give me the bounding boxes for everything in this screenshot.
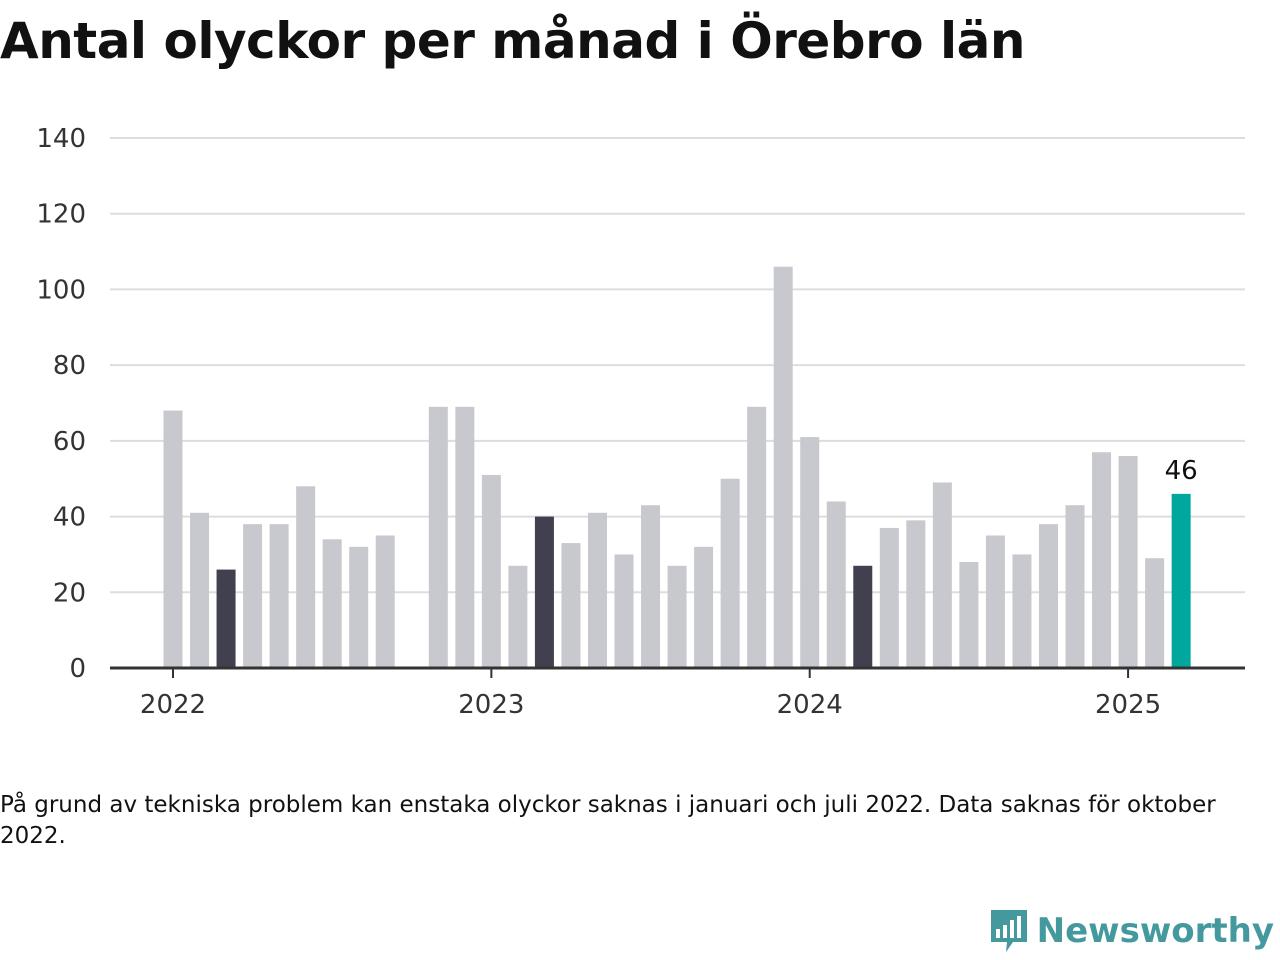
y-tick-label: 100 <box>36 275 86 305</box>
y-tick-label: 80 <box>53 351 86 381</box>
bar-2023-05 <box>587 512 607 668</box>
bar-2024-02 <box>826 501 846 668</box>
newsworthy-logo-icon <box>990 910 1027 952</box>
bar-2024-06 <box>932 482 952 668</box>
bar-2022-04 <box>243 524 263 668</box>
y-tick-label: 120 <box>36 200 86 230</box>
bar-2022-11 <box>428 406 448 668</box>
bar-2023-01 <box>481 474 501 668</box>
bar-2023-06 <box>614 554 634 668</box>
bar-2024-12 <box>1092 452 1112 668</box>
bar-2025-03 <box>1171 493 1191 668</box>
x-tick-label: 2023 <box>458 690 524 720</box>
bar-2024-11 <box>1065 505 1085 668</box>
bar-2023-11 <box>747 406 767 668</box>
bar-2022-02 <box>190 512 210 668</box>
brand-name: Newsworthy <box>1036 911 1274 951</box>
bar-2022-03 <box>216 569 236 668</box>
y-tick-label: 0 <box>69 654 86 684</box>
y-tick-label: 60 <box>53 427 86 457</box>
bar-2023-08 <box>667 565 687 668</box>
bar-2022-08 <box>349 546 369 668</box>
bar-2023-10 <box>720 478 740 668</box>
bar-2022-05 <box>269 524 289 668</box>
bar-2023-03 <box>534 516 554 668</box>
bar-2024-10 <box>1038 524 1058 668</box>
bar-2023-04 <box>561 543 581 668</box>
x-tick-label: 2024 <box>777 690 843 720</box>
bar-2023-12 <box>773 266 793 668</box>
bar-2022-12 <box>455 406 475 668</box>
bar-chart: 0 20 40 60 80 100 120 140 46 2022 2023 2024 2025 <box>36 124 1245 720</box>
newsworthy-brand: Newsworthy <box>989 908 1274 954</box>
bar-2024-03 <box>853 565 873 668</box>
y-tick-label: 20 <box>53 578 86 608</box>
x-tick-label: 2022 <box>140 690 206 720</box>
bar-2024-01 <box>800 437 820 668</box>
bar-2024-04 <box>879 527 899 668</box>
data-label: 46 <box>1165 456 1198 486</box>
bar-2024-05 <box>906 520 926 668</box>
bar-2024-09 <box>1012 554 1032 668</box>
x-tick-label: 2025 <box>1095 690 1161 720</box>
bar-2023-09 <box>694 546 714 668</box>
bar-2024-08 <box>985 535 1005 668</box>
y-tick-label: 140 <box>36 124 86 154</box>
bar-2025-01 <box>1118 456 1138 668</box>
y-tick-label: 40 <box>53 503 86 533</box>
bar-2022-07 <box>322 539 342 668</box>
bar-2022-06 <box>296 486 316 668</box>
page-title: Antal olyckor per månad i Örebro län <box>0 12 1025 70</box>
bar-2022-01 <box>163 410 183 668</box>
bar-2023-02 <box>508 565 528 668</box>
bar-2024-07 <box>959 562 979 668</box>
bar-2022-09 <box>375 535 395 668</box>
footnote: På grund av tekniska problem kan enstaka… <box>0 792 1216 849</box>
bar-2023-07 <box>641 505 661 668</box>
bar-2025-02 <box>1145 558 1165 668</box>
